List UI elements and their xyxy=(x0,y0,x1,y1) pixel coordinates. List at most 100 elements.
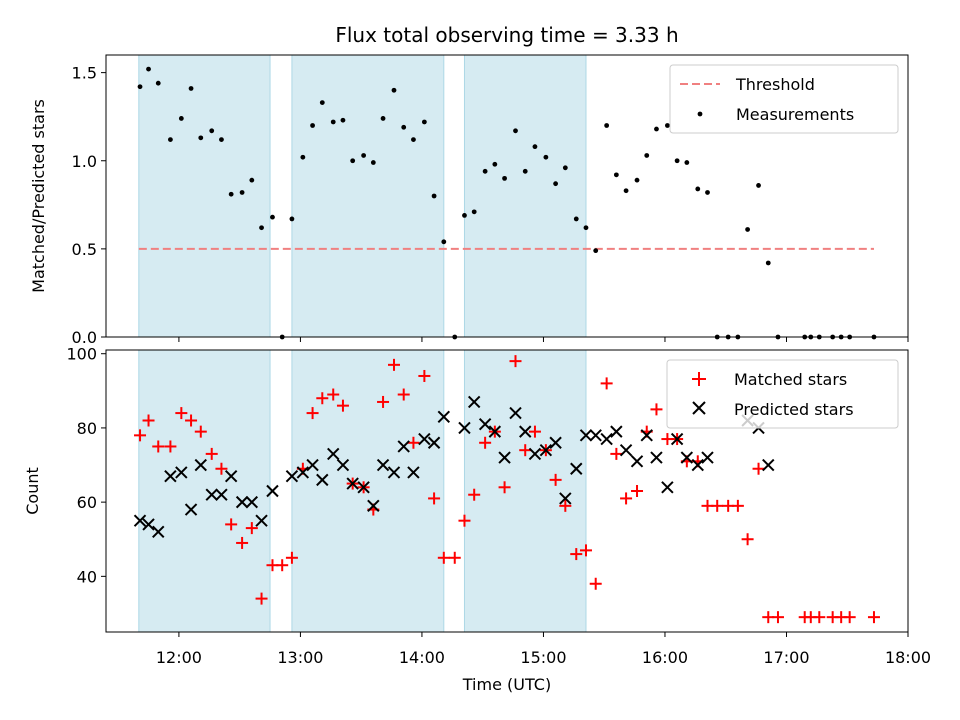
measurement-point xyxy=(604,123,610,128)
measurement-point xyxy=(155,80,161,86)
matched-star-point xyxy=(327,388,340,401)
observing-window-2 xyxy=(291,54,445,338)
y-tick-label: 60 xyxy=(77,493,97,512)
predicted-star-point xyxy=(619,443,633,457)
measurement-point xyxy=(178,116,184,121)
matched-star-point xyxy=(215,462,228,475)
measurement-point xyxy=(168,137,173,143)
predicted-star-point xyxy=(600,432,613,446)
matched-star-point xyxy=(336,399,349,412)
predicted-star-point xyxy=(762,458,775,472)
measurement-point xyxy=(401,124,407,130)
matched-star-point xyxy=(276,559,289,572)
predicted-star-point xyxy=(397,440,410,453)
matched-star-point xyxy=(498,481,511,494)
predicted-star-point xyxy=(285,469,299,483)
matched-star-point xyxy=(205,447,218,460)
matched-star-point xyxy=(843,611,856,624)
predicted-star-point xyxy=(387,466,401,479)
top-shaded-intervals xyxy=(138,54,587,338)
bottom-legend-frame xyxy=(666,359,899,429)
predicted-star-point xyxy=(245,495,259,509)
legend-matched-label: Matched stars xyxy=(734,370,847,389)
measurement-point xyxy=(674,158,680,164)
predicted-star-point xyxy=(255,514,268,527)
predicted-star-point xyxy=(215,488,228,501)
predicted-star-point xyxy=(266,484,279,498)
predicted-star-point xyxy=(670,432,684,446)
measurement-point xyxy=(553,181,559,187)
chart-title: Flux total observing time = 3.33 h xyxy=(335,23,678,47)
measurement-point xyxy=(492,161,498,167)
measurement-point xyxy=(593,248,599,254)
y-tick-label: 100 xyxy=(66,345,97,364)
matched-star-point xyxy=(377,395,390,408)
x-axis-label: Time (UTC) xyxy=(462,675,551,694)
matched-star-point xyxy=(175,407,188,420)
predicted-star-point xyxy=(559,492,572,505)
matched-star-point xyxy=(559,499,572,512)
observing-window-3 xyxy=(463,54,587,338)
x-tick-label: 16:00 xyxy=(642,648,688,667)
measurement-point xyxy=(623,188,629,194)
matched-star-point xyxy=(589,577,602,590)
measurement-point xyxy=(249,177,255,183)
bottom-axes-frame xyxy=(105,349,909,633)
predicted-star-point xyxy=(205,488,218,501)
predicted-star-point xyxy=(579,429,593,442)
measurement-point xyxy=(482,168,488,174)
measurement-point xyxy=(532,144,538,150)
measurement-point xyxy=(310,123,315,128)
measurement-point xyxy=(431,193,437,199)
y-tick-label: 0.5 xyxy=(72,240,97,259)
bottom-y-ticks: 40 60 80 100 xyxy=(66,345,106,586)
bottom-y-axis-label: Count xyxy=(23,467,42,515)
observing-window-1 xyxy=(138,349,271,633)
matched-star-point xyxy=(194,425,207,438)
matched-star-point xyxy=(479,436,492,449)
predicted-star-point xyxy=(539,443,553,457)
measurement-point xyxy=(219,137,224,143)
measurement-point xyxy=(684,160,690,165)
top-axes-frame xyxy=(105,54,909,338)
predicted-star-point xyxy=(235,495,249,509)
matched-star-point xyxy=(236,536,249,549)
x-tick-label: 18:00 xyxy=(885,648,931,667)
matched-star-point xyxy=(741,533,754,546)
measurement-point xyxy=(361,153,367,158)
legend-predicted-label: Predicted stars xyxy=(734,400,854,419)
predicted-star-point xyxy=(175,466,188,479)
measurements-series xyxy=(137,66,877,340)
measurement-point xyxy=(370,160,376,165)
matched-star-point xyxy=(570,548,583,561)
matched-star-point xyxy=(134,429,147,442)
bottom-shaded-intervals xyxy=(138,349,587,633)
matched-star-point xyxy=(225,518,238,531)
measurement-point xyxy=(705,190,710,195)
legend-measurements-swatch xyxy=(697,111,703,117)
predicted-star-point xyxy=(519,425,532,438)
measurement-point xyxy=(471,209,477,215)
predicted-star-point xyxy=(184,503,198,516)
matched-star-point xyxy=(245,522,258,535)
predicted-star-point xyxy=(306,458,319,472)
measurement-point xyxy=(137,84,143,90)
matched-star-point xyxy=(752,462,765,475)
measurement-point xyxy=(411,137,416,143)
matched-star-point xyxy=(867,611,880,624)
bottom-panel: 40 60 80 100 12:00 13:00 14:00 15:00 16:00 17:00… xyxy=(23,345,931,694)
predicted-star-point xyxy=(589,429,602,442)
measurement-point xyxy=(350,158,356,164)
measurement-point xyxy=(745,227,750,232)
bottom-legend: Matched stars Predicted stars xyxy=(666,359,899,429)
y-tick-label: 40 xyxy=(77,567,97,586)
matched-star-point xyxy=(164,440,177,453)
measurement-point xyxy=(543,154,549,160)
matched-star-point xyxy=(448,551,461,564)
predicted-star-point xyxy=(488,425,502,438)
matched-star-point xyxy=(316,392,329,405)
predicted-star-point xyxy=(437,410,451,423)
matched-star-point xyxy=(397,388,410,401)
predicted-star-point xyxy=(133,514,147,527)
